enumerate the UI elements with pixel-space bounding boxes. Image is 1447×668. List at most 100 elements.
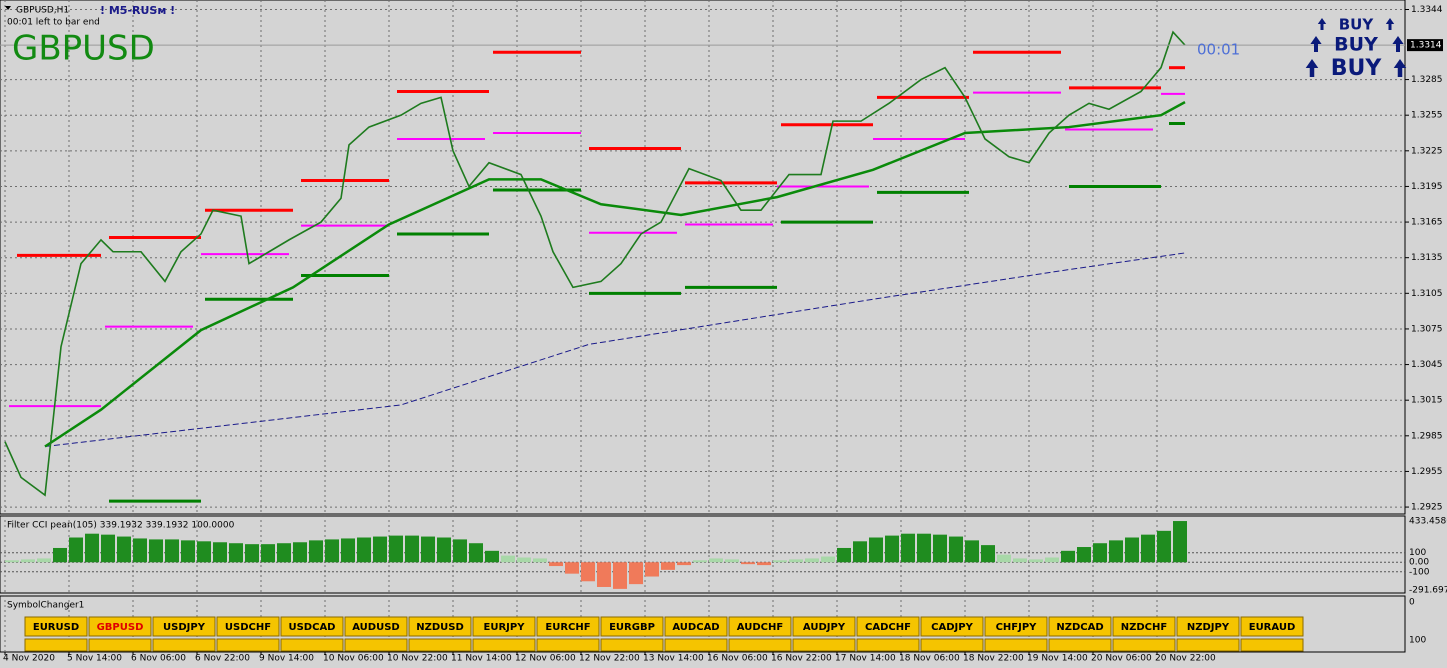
cci-bar (661, 562, 675, 570)
symbol-button-label: USDCHF (225, 622, 271, 633)
cci-bar (693, 560, 707, 563)
cci-title: Filter CCI pean(105) 339.1932 339.1932 1… (7, 521, 235, 531)
symbol-button[interactable] (1240, 638, 1304, 652)
cci-bar (165, 539, 179, 563)
cci-bar (197, 541, 211, 563)
cci-bar (149, 539, 163, 563)
cci-bar (437, 537, 451, 563)
symbol-button[interactable] (600, 616, 664, 637)
cci-bar (293, 542, 307, 563)
cci-bar (373, 536, 387, 563)
symbol-button[interactable] (152, 638, 216, 652)
symbol-button[interactable] (472, 616, 536, 637)
symbol-button[interactable] (408, 638, 472, 652)
cci-bar (1061, 550, 1075, 563)
symbol-button[interactable] (1048, 638, 1112, 652)
cci-bar (453, 539, 467, 563)
x-tick-label: 12 Nov 22:00 (579, 654, 640, 664)
x-tick-label: 9 Nov 14:00 (259, 654, 314, 664)
cci-bar (965, 540, 979, 563)
symbol-button[interactable] (1176, 616, 1240, 637)
symbol-button[interactable] (88, 638, 152, 652)
symbol-button[interactable] (344, 616, 408, 637)
symbol-button[interactable] (408, 616, 472, 637)
symbol-button[interactable] (1048, 616, 1112, 637)
cci-bar (245, 544, 259, 563)
symbol-button[interactable] (728, 616, 792, 637)
symbol-button[interactable] (536, 616, 600, 637)
cci-bar (773, 560, 787, 563)
cci-bar (501, 555, 515, 563)
cci-bar (1093, 543, 1107, 563)
symbol-button[interactable] (216, 616, 280, 637)
symbol-button[interactable] (280, 616, 344, 637)
symbol-button[interactable] (1176, 638, 1240, 652)
symbol-button-label: NZDCHF (1121, 622, 1167, 633)
dropdown-icon[interactable] (5, 6, 11, 10)
symbol-button[interactable] (536, 638, 600, 652)
cci-bar (533, 558, 547, 563)
cci-bar (1029, 559, 1043, 563)
symbol-button[interactable] (152, 616, 216, 637)
cci-bar (981, 545, 995, 563)
arrow-icon (1305, 59, 1319, 77)
buy-signal: BUY (1331, 56, 1383, 81)
symbol-button[interactable] (920, 616, 984, 637)
symbol-button-label: EURAUD (1249, 622, 1296, 633)
x-tick-label: 16 Nov 06:00 (707, 654, 768, 664)
cci-bar (309, 540, 323, 563)
cci-bar (5, 560, 19, 563)
symbol-button[interactable] (664, 616, 728, 637)
cci-bar (789, 559, 803, 563)
symbol-button[interactable] (856, 638, 920, 652)
symbol-button[interactable] (984, 616, 1048, 637)
cci-bar (853, 541, 867, 563)
x-tick-label: 20 Nov 22:00 (1155, 654, 1216, 664)
symbol-button[interactable] (856, 616, 920, 637)
symbol-button[interactable] (472, 638, 536, 652)
cci-bar (565, 562, 579, 574)
cci-tick-label: 433.4586 (1409, 517, 1447, 527)
symbol-button[interactable] (664, 638, 728, 652)
y-tick-label: 1.3285 (1411, 75, 1443, 85)
symbol-button[interactable] (24, 638, 88, 652)
data-layer (0, 30, 1405, 589)
cci-bar (405, 535, 419, 563)
symbol-button[interactable] (600, 638, 664, 652)
symbol-button[interactable] (280, 638, 344, 652)
cci-bar (117, 536, 131, 563)
symbol-button[interactable] (984, 638, 1048, 652)
x-tick-label: 19 Nov 14:00 (1027, 654, 1088, 664)
x-tick-label: 6 Nov 06:00 (131, 654, 186, 664)
symbol-button[interactable] (1240, 616, 1304, 637)
symbol-button-label: EURGBP (609, 622, 655, 633)
symbol-button[interactable] (24, 616, 88, 637)
price-line (4, 30, 1186, 497)
symbol-button[interactable] (1112, 638, 1176, 652)
cci-bar (917, 533, 931, 563)
arrow-icon (1385, 18, 1395, 30)
symbol-button[interactable] (88, 616, 152, 637)
symbol-button[interactable] (792, 616, 856, 637)
y-tick-label: 1.3255 (1411, 111, 1443, 121)
symbol-button[interactable] (728, 638, 792, 652)
cci-tick-label: 100 (1409, 548, 1426, 558)
y-tick-label: 1.3075 (1411, 324, 1443, 334)
cci-bar (357, 537, 371, 563)
buy-signal: BUY (1339, 16, 1375, 34)
cci-bar (1077, 547, 1091, 563)
y-tick-label: 1.2925 (1411, 503, 1443, 513)
symbol-button[interactable] (1112, 616, 1176, 637)
text-layer: GBPUSD,H1 ! M5-RUSм ! 00:01 left to bar … (3, 4, 1447, 664)
symbol-button[interactable] (344, 638, 408, 652)
x-tick-label: 13 Nov 14:00 (643, 654, 704, 664)
slow-ma (44, 101, 1186, 448)
y-tick-label: 1.3105 (1411, 289, 1443, 299)
symbol-button[interactable] (216, 638, 280, 652)
cci-bar (421, 536, 435, 563)
symbol-button[interactable] (792, 638, 856, 652)
symbol-button[interactable] (920, 638, 984, 652)
cci-bar (581, 562, 595, 582)
symbol-button-label: CADCHF (865, 622, 911, 633)
